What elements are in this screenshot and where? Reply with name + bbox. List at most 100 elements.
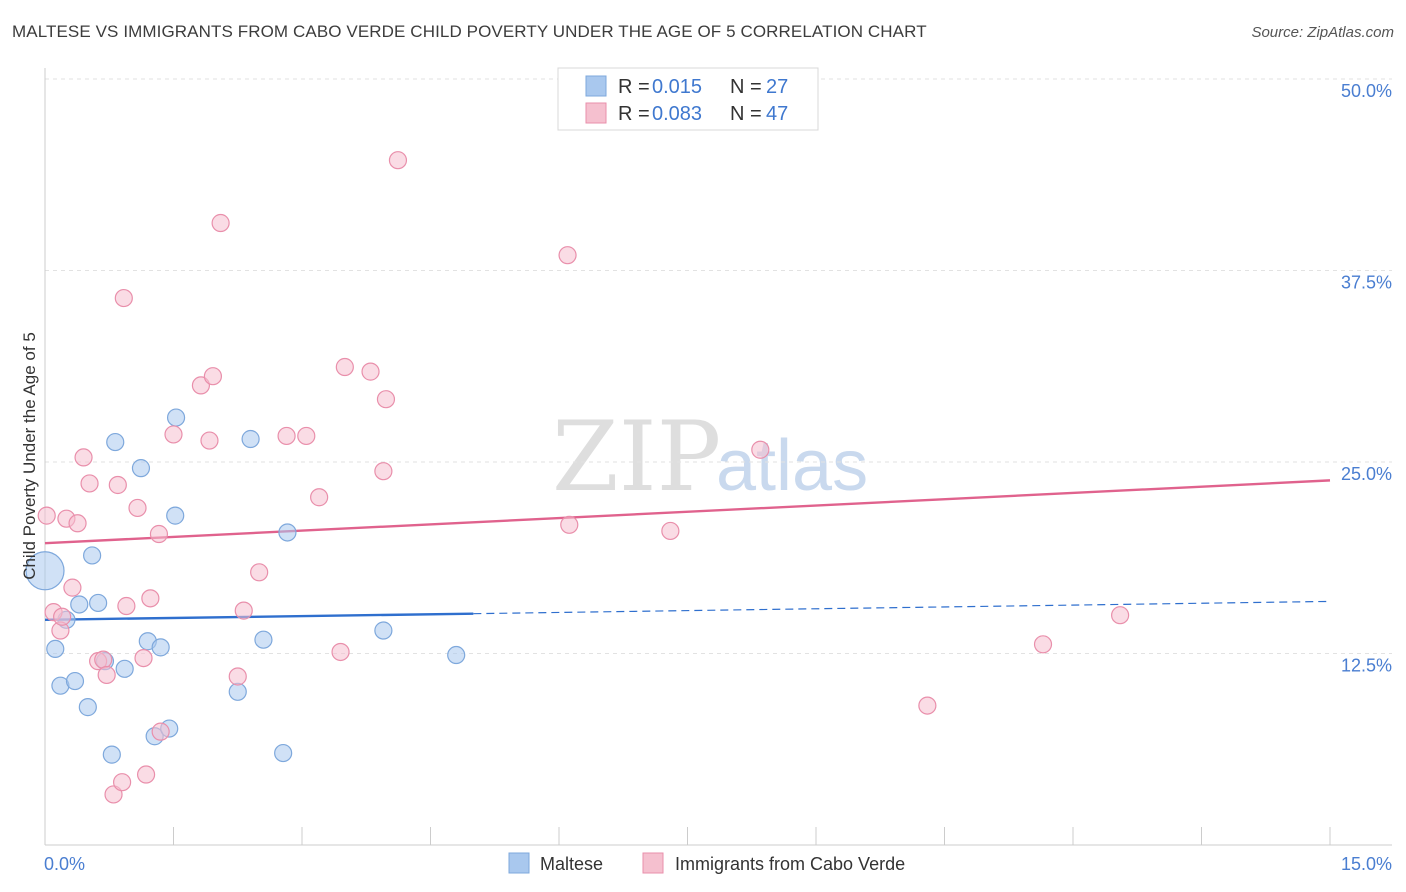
legend-n-label-1: N = xyxy=(730,76,762,98)
point-cabo-verde-4 xyxy=(63,578,82,597)
legend-r-value-2: 0.083 xyxy=(652,103,702,125)
point-cabo-verde-25 xyxy=(203,367,223,386)
trend-line-cabo-verde xyxy=(44,479,1331,545)
point-cabo-verde-20 xyxy=(149,524,169,544)
trend-lines xyxy=(44,479,1331,621)
point-cabo-verde-30 xyxy=(277,426,296,446)
legend-r-label-2: R = xyxy=(618,103,650,125)
point-maltese-7 xyxy=(83,546,102,565)
point-maltese-10 xyxy=(102,745,121,764)
legend-swatch-maltese xyxy=(585,75,607,97)
point-cabo-verde-9 xyxy=(94,650,113,669)
watermark: ZIP atlas xyxy=(552,401,868,513)
point-cabo-verde-13 xyxy=(112,773,132,792)
point-cabo-verde-26 xyxy=(211,213,230,233)
point-cabo-verde-18 xyxy=(136,765,156,784)
legend-r-value-1: 0.015 xyxy=(652,76,702,98)
chart-title: MALTESE VS IMMIGRANTS FROM CABO VERDE CH… xyxy=(12,22,927,41)
x-tick-label-max: 15.0% xyxy=(1341,854,1392,874)
point-cabo-verde-43 xyxy=(918,696,937,715)
legend-swatch-cabo-verde-bottom xyxy=(642,852,664,874)
point-cabo-verde-22 xyxy=(164,425,183,444)
point-cabo-verde-38 xyxy=(388,151,408,170)
point-maltese-21 xyxy=(241,429,260,449)
point-cabo-verde-39 xyxy=(558,246,577,265)
watermark-zip: ZIP xyxy=(552,401,721,513)
point-maltese-16 xyxy=(151,638,170,657)
point-maltese-25 xyxy=(374,621,393,640)
legend-n-label-2: N = xyxy=(730,103,762,125)
point-cabo-verde-31 xyxy=(297,426,316,446)
legend-swatch-cabo-verde xyxy=(585,102,607,124)
point-maltese-24 xyxy=(278,523,297,542)
point-cabo-verde-12 xyxy=(108,475,127,495)
point-maltese-23 xyxy=(274,743,293,763)
point-maltese-19 xyxy=(166,408,186,427)
legend-label-cabo-verde: Immigrants from Cabo Verde xyxy=(675,854,905,874)
point-cabo-verde-21 xyxy=(151,722,170,741)
point-cabo-verde-0 xyxy=(37,506,56,525)
source-credit: Source: ZipAtlas.com xyxy=(1251,24,1394,41)
point-maltese-13 xyxy=(131,459,151,478)
point-cabo-verde-41 xyxy=(661,521,680,541)
x-tick-label-min: 0.0% xyxy=(44,854,85,874)
point-cabo-verde-42 xyxy=(751,440,770,459)
point-cabo-verde-19 xyxy=(141,589,160,608)
point-cabo-verde-7 xyxy=(80,474,99,493)
correlation-legend: R = 0.015 N = 27 R = 0.083 N = 47 xyxy=(557,67,819,131)
y-tick-label-0: 12.5% xyxy=(1341,656,1392,676)
point-maltese-18 xyxy=(166,506,185,525)
point-maltese-0 xyxy=(25,551,65,591)
watermark-atlas: atlas xyxy=(716,426,868,506)
point-cabo-verde-36 xyxy=(374,462,393,481)
point-cabo-verde-6 xyxy=(74,448,93,467)
gridlines xyxy=(45,78,1392,654)
point-maltese-5 xyxy=(70,595,89,614)
legend-n-value-1: 27 xyxy=(766,76,788,98)
point-cabo-verde-32 xyxy=(310,488,329,507)
point-maltese-22 xyxy=(254,630,273,649)
point-cabo-verde-17 xyxy=(134,648,153,668)
point-cabo-verde-10 xyxy=(97,665,116,685)
legend-n-value-2: 47 xyxy=(766,103,788,125)
trend-line-dashed-maltese xyxy=(473,600,1331,615)
point-cabo-verde-29 xyxy=(250,563,269,582)
point-cabo-verde-40 xyxy=(560,515,579,534)
point-cabo-verde-27 xyxy=(228,667,247,686)
point-cabo-verde-33 xyxy=(331,642,350,662)
y-tick-label-2: 37.5% xyxy=(1341,273,1392,293)
point-maltese-20 xyxy=(228,682,247,701)
point-maltese-6 xyxy=(78,698,97,717)
point-cabo-verde-37 xyxy=(376,390,396,409)
point-maltese-4 xyxy=(65,671,85,691)
point-cabo-verde-23 xyxy=(191,376,211,395)
point-cabo-verde-34 xyxy=(335,357,354,377)
point-cabo-verde-35 xyxy=(361,362,380,381)
point-cabo-verde-14 xyxy=(114,288,133,308)
point-maltese-8 xyxy=(89,593,108,613)
point-cabo-verde-5 xyxy=(68,514,87,533)
series-legend: Maltese Immigrants from Cabo Verde xyxy=(508,852,905,874)
y-tick-labels: 12.5% 25.0% 37.5% 50.0% xyxy=(1341,81,1392,676)
data-points xyxy=(25,151,1130,804)
y-tick-label-1: 25.0% xyxy=(1341,464,1392,484)
point-cabo-verde-24 xyxy=(200,431,219,450)
x-tick-labels: 0.0% 15.0% xyxy=(44,854,1392,874)
point-cabo-verde-44 xyxy=(1033,635,1053,654)
point-cabo-verde-46 xyxy=(53,607,72,626)
point-cabo-verde-15 xyxy=(117,596,136,616)
point-cabo-verde-28 xyxy=(234,601,253,620)
point-maltese-11 xyxy=(106,432,125,452)
legend-r-label-1: R = xyxy=(618,76,650,98)
point-maltese-26 xyxy=(447,645,466,665)
y-axis-label: Child Poverty Under the Age of 5 xyxy=(20,332,39,580)
legend-label-maltese: Maltese xyxy=(540,854,603,874)
point-cabo-verde-45 xyxy=(1111,606,1130,625)
legend-swatch-maltese-bottom xyxy=(508,852,530,874)
point-maltese-12 xyxy=(115,659,134,678)
trend-line-maltese xyxy=(44,612,474,621)
point-cabo-verde-16 xyxy=(128,498,147,518)
point-maltese-1 xyxy=(46,639,65,659)
y-tick-label-3: 50.0% xyxy=(1341,81,1392,101)
